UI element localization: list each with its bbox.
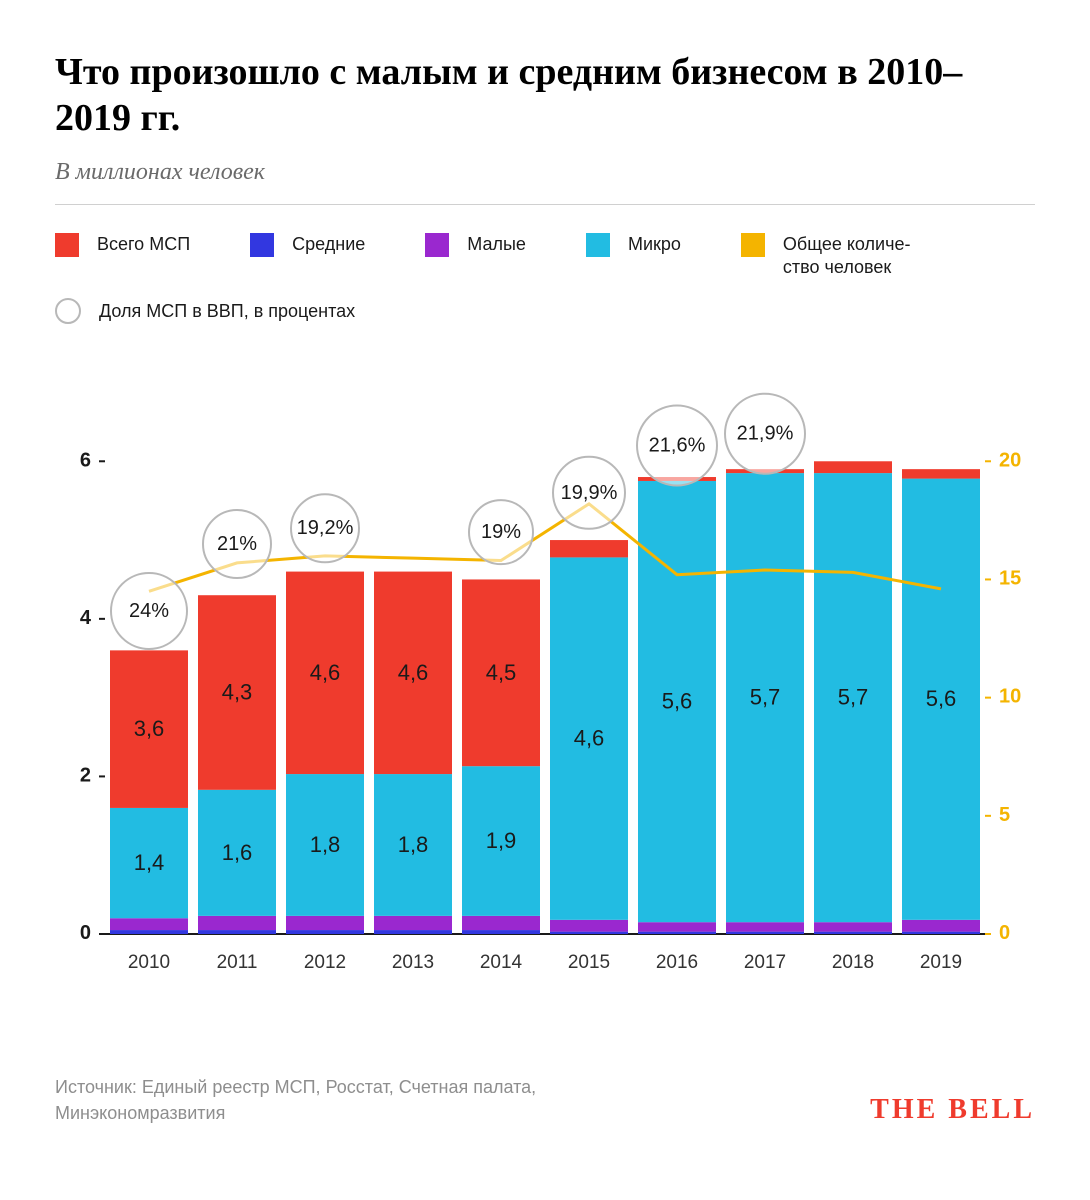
svg-text:21,9%: 21,9% — [737, 423, 794, 445]
svg-text:2018: 2018 — [832, 952, 874, 973]
svg-text:19%: 19% — [481, 521, 521, 543]
svg-text:2017: 2017 — [744, 952, 786, 973]
svg-text:2010: 2010 — [128, 952, 170, 973]
svg-text:1,9: 1,9 — [486, 828, 517, 853]
source-text: Источник: Единый реестр МСП, Росстат, Сч… — [55, 1074, 675, 1126]
legend-label-people: Общее количе-ство человек — [783, 233, 911, 278]
svg-text:3,6: 3,6 — [134, 716, 165, 741]
svg-text:1,8: 1,8 — [398, 832, 429, 857]
svg-text:21%: 21% — [217, 533, 257, 555]
svg-text:2015: 2015 — [568, 952, 610, 973]
svg-text:19,9%: 19,9% — [561, 482, 618, 504]
svg-text:20: 20 — [999, 449, 1021, 471]
svg-text:6: 6 — [80, 449, 91, 471]
chart-area: 0 2 4 6 0 5 10 15 20 1,4 3,6 2010 1,6 4,3 2011 1,8 4,6 20… — [55, 354, 1035, 1034]
svg-text:4,5: 4,5 — [486, 660, 517, 685]
svg-text:2013: 2013 — [392, 952, 434, 973]
svg-text:15: 15 — [999, 568, 1021, 590]
svg-text:4,3: 4,3 — [222, 680, 253, 705]
divider — [55, 204, 1035, 205]
svg-text:1,8: 1,8 — [310, 832, 341, 857]
svg-text:5,6: 5,6 — [926, 686, 957, 711]
svg-text:1,4: 1,4 — [134, 850, 165, 875]
svg-text:5,7: 5,7 — [750, 685, 781, 710]
legend-item-total: Всего МСП — [55, 233, 190, 257]
svg-text:2: 2 — [80, 765, 91, 787]
chart-subtitle: В миллионах человек — [55, 159, 1035, 186]
svg-text:4,6: 4,6 — [398, 660, 429, 685]
legend-label-small: Малые — [467, 233, 526, 256]
svg-text:2011: 2011 — [217, 952, 258, 973]
legend-item-small: Малые — [425, 233, 526, 257]
legend-label-gdp: Доля МСП в ВВП, в процентах — [99, 300, 355, 323]
svg-text:0: 0 — [80, 922, 91, 944]
svg-text:2014: 2014 — [480, 952, 523, 973]
svg-text:2016: 2016 — [656, 952, 698, 973]
svg-text:5,7: 5,7 — [838, 685, 869, 710]
svg-text:4,6: 4,6 — [310, 660, 341, 685]
svg-text:24%: 24% — [129, 600, 169, 622]
swatch-medium — [250, 233, 274, 257]
svg-text:19,2%: 19,2% — [297, 517, 354, 539]
legend-item-micro: Микро — [586, 233, 681, 257]
swatch-people — [741, 233, 765, 257]
chart-svg: 0 2 4 6 0 5 10 15 20 1,4 3,6 2010 1,6 4,3 2011 1,8 4,6 20… — [55, 354, 1035, 1034]
swatch-small — [425, 233, 449, 257]
legend-label-micro: Микро — [628, 233, 681, 256]
svg-text:2012: 2012 — [304, 952, 346, 973]
brand-logo: THE BELL — [870, 1094, 1035, 1126]
legend-item-people: Общее количе-ство человек — [741, 233, 911, 278]
svg-text:2019: 2019 — [920, 952, 962, 973]
svg-text:4,6: 4,6 — [574, 726, 605, 751]
svg-text:5: 5 — [999, 804, 1010, 826]
svg-text:1,6: 1,6 — [222, 840, 253, 865]
legend-label-medium: Средние — [292, 233, 365, 256]
svg-text:10: 10 — [999, 686, 1021, 708]
legend-item-medium: Средние — [250, 233, 365, 257]
swatch-gdp-circle — [55, 298, 81, 324]
swatch-total — [55, 233, 79, 257]
svg-text:0: 0 — [999, 922, 1010, 944]
svg-text:4: 4 — [80, 607, 92, 629]
legend: Всего МСП Средние Малые Микро Общее коли… — [55, 233, 1035, 324]
svg-text:21,6%: 21,6% — [649, 435, 706, 457]
swatch-micro — [586, 233, 610, 257]
chart-title: Что произошло с малым и средним бизнесом… — [55, 50, 1035, 141]
svg-text:5,6: 5,6 — [662, 689, 693, 714]
legend-label-total: Всего МСП — [97, 233, 190, 256]
